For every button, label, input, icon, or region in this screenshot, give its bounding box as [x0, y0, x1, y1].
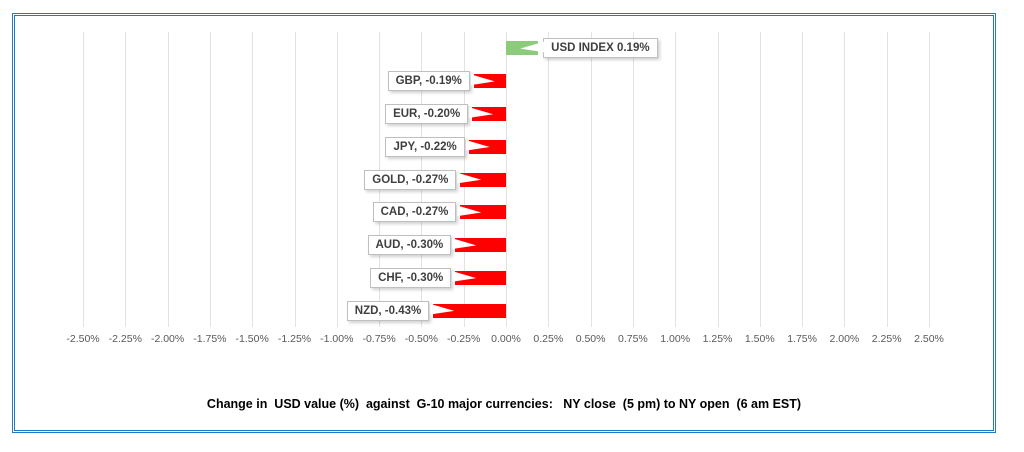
bar-cad [460, 205, 506, 220]
callout-pointer [457, 205, 482, 217]
gridline [929, 32, 930, 327]
gridline [590, 32, 592, 327]
plot-area: USD INDEX 0.19% GBP, -0.19% EUR, -0.20% JPY… [12, 13, 996, 433]
x-axis-tick-label: 2.50% [914, 333, 944, 345]
callout-pointer [452, 271, 477, 282]
data-label-jpy: JPY, -0.22% [385, 136, 465, 157]
gridline [675, 32, 677, 327]
gridline [802, 32, 804, 327]
x-axis-tick-label: -2.00% [150, 333, 185, 345]
gridline [717, 32, 719, 327]
bar-gold [460, 172, 506, 187]
bar-aud [455, 238, 506, 253]
bar-nzd [433, 303, 506, 318]
x-axis-tick-label: 1.25% [702, 333, 733, 345]
gridline [506, 32, 507, 327]
callout-pointer [465, 139, 490, 151]
x-axis-tick-label: -0.75% [362, 333, 396, 345]
callout-pointer [469, 107, 494, 118]
x-axis-tick-label: -1.25% [277, 333, 312, 345]
x-axis-tick-label: -1.00% [320, 333, 354, 345]
data-label-gbp: GBP, -0.19% [387, 71, 470, 92]
data-label-aud: AUD, -0.30% [367, 235, 452, 256]
x-axis-tick-label: -0.25% [447, 333, 481, 345]
data-label-eur: EUR, -0.20% [385, 103, 469, 124]
callout-pointer [430, 303, 455, 315]
data-label-chf: CHF, -0.30% [370, 267, 452, 288]
x-axis-tick-label: 0.00% [491, 333, 521, 345]
chart-title: Change in USD value (%) against G-10 maj… [206, 397, 802, 411]
data-label-cad: CAD, -0.27% [372, 202, 457, 223]
x-axis-tick-label: 0.75% [618, 333, 648, 345]
data-label-nzd: NZD, -0.43% [346, 300, 430, 321]
x-axis-tick-label: 0.50% [575, 333, 606, 345]
callout-pointer [452, 238, 477, 249]
chart-frame: USD INDEX 0.19% GBP, -0.19% EUR, -0.20% JPY… [12, 13, 996, 433]
x-axis-tick-label: -2.50% [66, 333, 100, 345]
x-axis-tick-label: -2.25% [108, 333, 142, 345]
x-axis-tick-label: 2.00% [829, 333, 860, 345]
gridline [294, 32, 296, 327]
gridline [844, 32, 846, 327]
gridline [336, 32, 338, 327]
data-label-gold: GOLD, -0.27% [364, 169, 457, 190]
callout-pointer [470, 74, 495, 86]
x-axis-tick-label: 0.25% [533, 333, 564, 345]
gridline [83, 32, 84, 327]
callout-pointer [520, 41, 545, 53]
gridline [886, 32, 888, 327]
gridline [759, 32, 761, 327]
gridline [125, 32, 127, 327]
bar-chf [455, 270, 506, 285]
x-axis-tick-label: 2.25% [871, 333, 902, 345]
gridline [167, 32, 169, 327]
x-axis-tick-label: -1.75% [193, 333, 227, 345]
data-label-usd-index: USD INDEX 0.19% [543, 38, 658, 59]
x-axis-tick-label: -0.50% [404, 333, 439, 345]
gridline [632, 32, 634, 327]
gridline [252, 32, 254, 327]
x-axis-tick-label: 1.00% [660, 333, 691, 345]
x-axis-tick-label: 1.50% [744, 333, 775, 345]
x-axis-tick-label: -1.50% [235, 333, 269, 345]
callout-pointer [457, 172, 482, 184]
gridline [548, 32, 550, 327]
gridline [209, 32, 211, 327]
x-axis-tick-label: 1.75% [787, 333, 817, 345]
